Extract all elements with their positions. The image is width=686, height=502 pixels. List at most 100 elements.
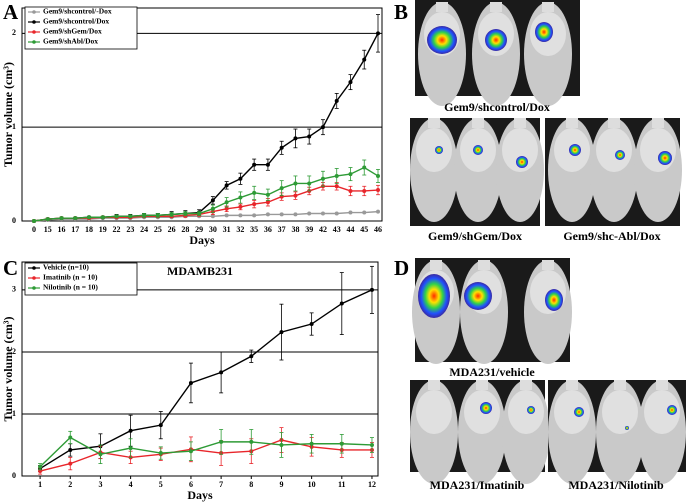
legend-marker — [32, 20, 36, 24]
data-point — [348, 210, 353, 215]
data-point — [183, 211, 188, 216]
x-tick-label: 28 — [181, 225, 189, 234]
legend-marker — [32, 266, 36, 270]
data-point — [98, 452, 103, 457]
data-point — [320, 211, 325, 216]
legend-marker — [32, 30, 36, 34]
x-tick-label: 17 — [71, 225, 79, 234]
data-point — [348, 80, 353, 85]
x-tick-label: 4 — [129, 480, 133, 489]
data-point — [142, 213, 147, 218]
legend-box — [24, 262, 138, 296]
data-point — [73, 216, 78, 221]
data-point — [114, 214, 119, 219]
x-tick-label: 37 — [278, 225, 286, 234]
data-point — [219, 370, 224, 375]
legend-label: Nilotinib (n = 10) — [43, 283, 98, 292]
data-point — [252, 190, 257, 195]
data-point — [309, 322, 314, 327]
legend-marker — [32, 276, 36, 280]
x-tick-label: 36 — [264, 225, 272, 234]
legend-label: Gem9/shAbl/Dox — [43, 37, 98, 46]
data-point — [249, 439, 254, 444]
data-point — [362, 57, 367, 62]
plot-frame — [21, 7, 383, 222]
data-point — [210, 214, 215, 219]
x-axis-label: Days — [189, 233, 215, 247]
data-point — [307, 211, 312, 216]
x-tick-label: 24 — [140, 225, 148, 234]
data-point — [128, 214, 133, 219]
data-point — [334, 173, 339, 178]
panel-label: B — [394, 0, 408, 24]
data-point — [320, 125, 325, 130]
data-point — [334, 184, 339, 189]
y-tick-label: 0 — [12, 471, 16, 480]
x-tick-label: 29 — [195, 225, 203, 234]
legend-marker — [32, 40, 36, 44]
legend-label: Imatinib (n = 10) — [43, 273, 98, 282]
series-line — [39, 439, 372, 472]
x-tick-label: 9 — [279, 480, 283, 489]
x-tick-label: 42 — [319, 225, 327, 234]
image-caption: Gem9/shc-Abl/Dox — [563, 229, 660, 243]
data-point — [334, 211, 339, 216]
legend-box — [24, 6, 138, 50]
data-point — [252, 162, 257, 167]
data-point — [38, 464, 43, 469]
data-point — [128, 446, 133, 451]
data-point — [238, 195, 243, 200]
data-point — [320, 176, 325, 181]
legend-marker — [32, 10, 36, 14]
data-point — [265, 212, 270, 217]
data-point — [376, 209, 380, 214]
data-point — [68, 461, 73, 466]
data-point — [188, 449, 193, 454]
data-point — [376, 188, 380, 193]
data-point — [307, 181, 312, 186]
data-point — [265, 162, 270, 167]
panel-label: C — [3, 256, 18, 280]
x-tick-label: 18 — [85, 225, 93, 234]
data-point — [32, 219, 36, 223]
data-point — [128, 428, 133, 433]
x-tick-label: 45 — [360, 225, 368, 234]
y-tick-label: 0 — [12, 216, 16, 225]
data-point — [369, 287, 374, 292]
x-tick-label: 23 — [126, 225, 134, 234]
data-point — [188, 380, 193, 385]
y-tick-label: 2 — [12, 28, 16, 37]
data-point — [224, 183, 229, 188]
x-tick-label: 12 — [368, 480, 376, 489]
data-point — [155, 213, 160, 218]
x-tick-label: 5 — [159, 480, 163, 489]
data-point — [224, 213, 229, 218]
image-b-left — [410, 118, 544, 226]
panel-label: A — [3, 0, 19, 24]
data-point — [279, 330, 284, 335]
x-tick-label: 7 — [219, 480, 223, 489]
data-point — [210, 206, 215, 211]
series-line — [33, 166, 379, 222]
data-point — [210, 198, 215, 203]
x-tick-label: 22 — [113, 225, 121, 234]
data-point — [362, 188, 367, 193]
x-tick-label: 8 — [249, 480, 253, 489]
data-point — [362, 165, 367, 170]
image-b-top — [415, 0, 580, 106]
data-point — [252, 213, 257, 218]
x-tick-label: 32 — [236, 225, 244, 234]
data-point — [224, 206, 229, 211]
x-tick-label: 31 — [223, 225, 231, 234]
legend-label: Gem9/shcontrol/-Dox — [43, 7, 112, 16]
data-point — [252, 202, 257, 207]
y-axis-label: Tumor volume (cm³) — [1, 317, 15, 422]
x-tick-label: 15 — [44, 225, 52, 234]
x-tick-label: 39 — [305, 225, 313, 234]
image-d-right — [548, 380, 686, 484]
data-point — [334, 98, 339, 103]
x-tick-label: 11 — [338, 480, 346, 489]
series-line — [39, 289, 373, 470]
x-tick-label: 30 — [209, 225, 217, 234]
data-point — [293, 136, 298, 141]
